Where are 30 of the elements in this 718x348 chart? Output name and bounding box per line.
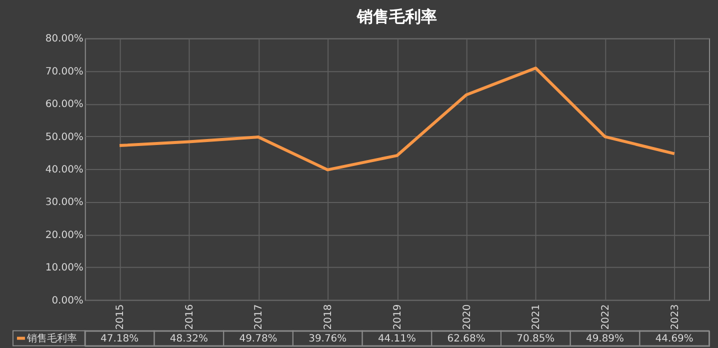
data-label: 70.85% xyxy=(516,333,555,344)
x-tick-label: 2015 xyxy=(115,304,126,330)
y-tick-label: 70.00% xyxy=(45,66,84,78)
y-tick-label: 60.00% xyxy=(45,99,84,110)
x-tick-label: 2018 xyxy=(323,304,334,330)
data-label: 49.78% xyxy=(239,333,278,344)
data-label: 44.11% xyxy=(378,333,416,344)
y-tick-label: 30.00% xyxy=(45,197,84,208)
x-tick-label: 2019 xyxy=(392,304,404,330)
y-tick-label: 80.00% xyxy=(45,34,84,45)
y-tick-label: 10.00% xyxy=(45,262,84,274)
data-label: 39.76% xyxy=(308,333,347,344)
x-tick-label: 2020 xyxy=(462,304,473,330)
data-label: 49.89% xyxy=(586,333,624,344)
legend-label: 销售毛利率 xyxy=(26,332,77,344)
data-label: 48.32% xyxy=(170,333,208,344)
y-tick-label: 0.00% xyxy=(52,295,84,306)
x-tick-label: 2023 xyxy=(670,304,681,330)
x-tick-label: 2021 xyxy=(531,304,542,330)
data-label: 62.68% xyxy=(447,333,486,344)
x-tick-label: 2017 xyxy=(254,304,265,330)
data-label: 47.18% xyxy=(100,333,139,344)
x-tick-label: 2016 xyxy=(184,304,196,330)
y-tick-label: 50.00% xyxy=(45,132,84,143)
x-tick-label: 2022 xyxy=(600,304,612,330)
chart-title: 销售毛利率 xyxy=(356,7,437,26)
line-series xyxy=(118,66,676,172)
y-tick-label: 20.00% xyxy=(45,230,84,241)
data-label: 44.69% xyxy=(655,333,694,344)
y-tick-label: 40.00% xyxy=(45,164,84,176)
